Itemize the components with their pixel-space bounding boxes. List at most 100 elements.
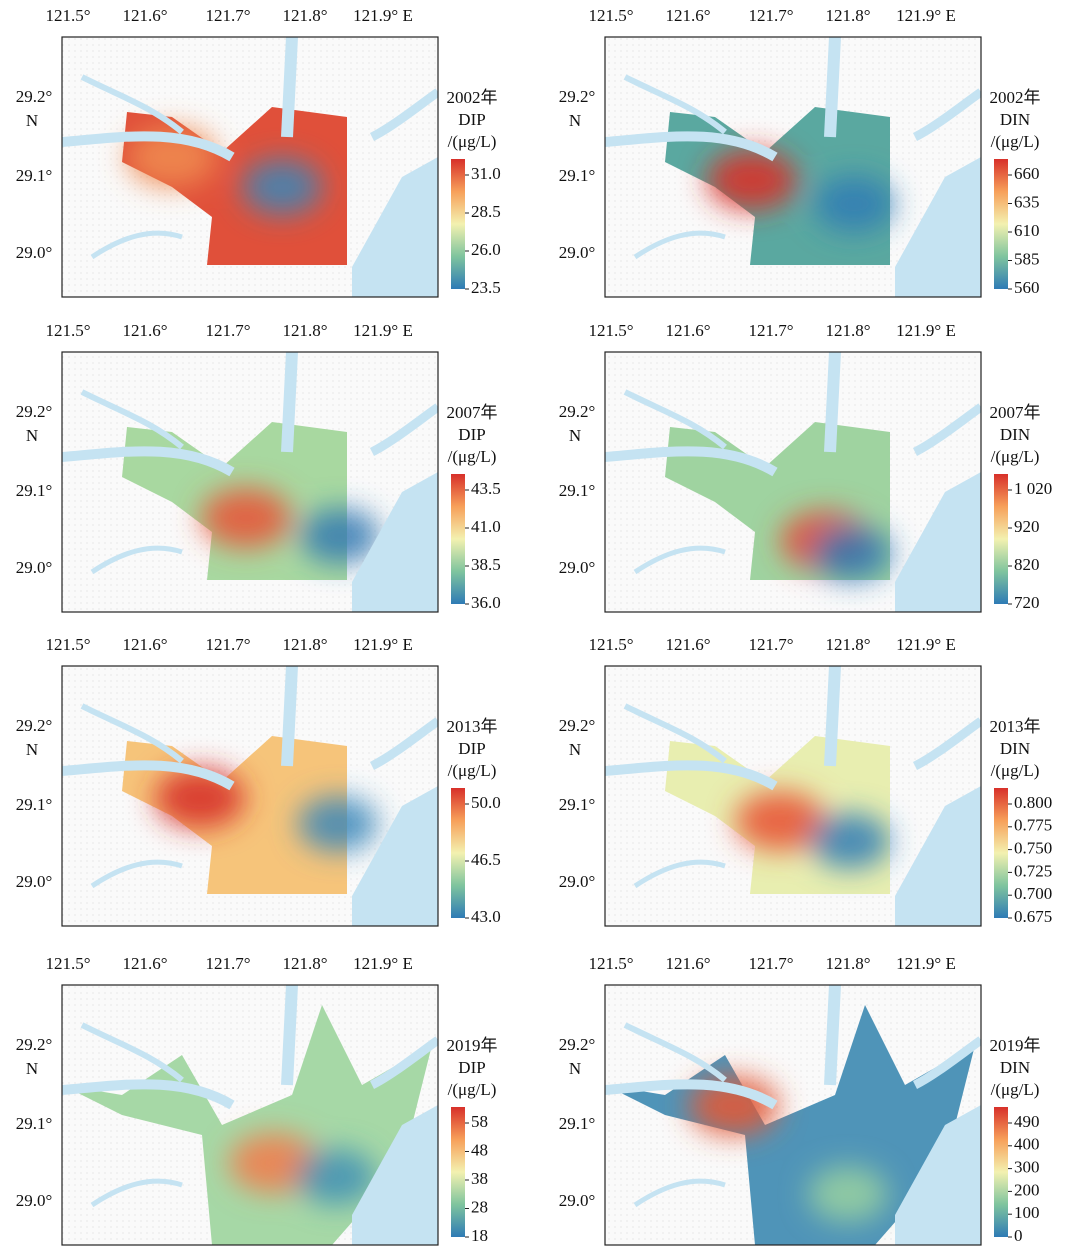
colorbar-label: 0.750	[1014, 839, 1052, 858]
contours	[781, 511, 892, 581]
longitude-label: 121.5°	[588, 954, 633, 973]
legend-variable: DIN	[1000, 739, 1030, 758]
latitude-label: 29.0°	[559, 243, 596, 262]
colorbar-label: 660	[1014, 164, 1040, 183]
map-frame	[61, 36, 439, 298]
colorbar-label: 18	[471, 1226, 488, 1245]
longitude-label: 121.9° E	[353, 635, 413, 654]
latitude-label: 29.0°	[559, 872, 596, 891]
longitude-label: 121.9° E	[353, 6, 413, 25]
river	[633, 1178, 726, 1208]
latitude-label: 29.0°	[16, 243, 53, 262]
map-frame	[61, 665, 439, 927]
longitude-label: 121.6°	[122, 954, 167, 973]
legend-variable: DIP	[458, 739, 485, 758]
river	[369, 1036, 438, 1090]
river	[912, 88, 981, 142]
legend-variable: DIN	[1000, 110, 1030, 129]
river	[90, 859, 183, 889]
latitude-unit: N	[26, 1059, 38, 1078]
low-zone	[808, 1166, 888, 1222]
river	[912, 403, 981, 457]
colorbar-label: 560	[1014, 278, 1040, 297]
river	[62, 1079, 235, 1110]
colorbar-label: 400	[1014, 1135, 1040, 1154]
sea	[352, 1105, 438, 1245]
longitude-label: 121.7°	[205, 6, 250, 25]
low-zone	[242, 159, 322, 215]
river	[605, 760, 778, 791]
colorbar-label: 100	[1014, 1203, 1040, 1222]
longitude-label: 121.8°	[282, 635, 327, 654]
river	[281, 985, 298, 1086]
latitude-label: 29.2°	[559, 716, 596, 735]
high-zone	[707, 150, 797, 210]
colorbar-label: 1 020	[1014, 479, 1052, 498]
longitude-label: 121.5°	[45, 321, 90, 340]
colorbar	[994, 159, 1008, 289]
colorbar-label: 38	[471, 1169, 488, 1188]
longitude-label: 121.5°	[588, 635, 633, 654]
colorbar-label: 0	[1014, 1226, 1023, 1245]
longitude-label: 121.8°	[825, 954, 870, 973]
colorbar-label: 720	[1014, 593, 1040, 612]
river	[623, 389, 727, 450]
sea	[895, 157, 981, 297]
latitude-unit: N	[26, 426, 38, 445]
river	[369, 403, 438, 457]
latitude-label: 29.2°	[16, 402, 53, 421]
colorbar-label: 920	[1014, 517, 1040, 536]
colorbar	[451, 788, 465, 918]
colorbar-label: 38.5	[471, 555, 501, 574]
latitude-label: 29.1°	[559, 795, 596, 814]
colorbar-label: 0.775	[1014, 816, 1052, 835]
map-panel: 121.5° 121.6° 121.7° 121.8° 121.9° E 29.2° 29.…	[559, 635, 1052, 927]
map-panel: 121.5° 121.6° 121.7° 121.8° 121.9° E 29.2° 29.…	[16, 954, 498, 1246]
longitude-label: 121.5°	[45, 635, 90, 654]
map-body	[62, 985, 438, 1245]
legend-unit: /(μg/L)	[448, 447, 497, 466]
longitude-label: 121.6°	[665, 6, 710, 25]
river	[281, 37, 298, 138]
latitude-unit: N	[569, 740, 581, 759]
colorbar-label: 610	[1014, 221, 1040, 240]
river	[90, 1178, 183, 1208]
river	[605, 1079, 778, 1110]
map-panel: 121.5° 121.6° 121.7° 121.8° 121.9° E 29.2° 29.…	[559, 321, 1052, 613]
contours	[735, 791, 890, 869]
legend-variable: DIN	[1000, 1058, 1030, 1077]
longitude-label: 121.6°	[122, 635, 167, 654]
colorbar-label: 50.0	[471, 793, 501, 812]
low-zone	[300, 508, 380, 564]
longitude-label: 121.9° E	[896, 6, 956, 25]
latitude-label: 29.2°	[16, 87, 53, 106]
colorbar-label: 28.5	[471, 202, 501, 221]
river	[824, 985, 841, 1086]
colorbar-label: 58	[471, 1112, 488, 1131]
river	[62, 131, 235, 162]
latitude-label: 29.1°	[16, 481, 53, 500]
contours	[229, 1133, 376, 1205]
map-frame	[61, 351, 439, 613]
latitude-label: 29.1°	[16, 795, 53, 814]
map-frame	[604, 665, 982, 927]
river	[90, 545, 183, 575]
legend-unit: /(μg/L)	[448, 132, 497, 151]
map-body	[62, 37, 438, 297]
latitude-label: 29.1°	[16, 166, 53, 185]
river	[633, 859, 726, 889]
longitude-label: 121.7°	[748, 321, 793, 340]
river	[623, 74, 727, 135]
sea	[352, 157, 438, 297]
colorbar-label: 41.0	[471, 517, 501, 536]
map-body	[605, 37, 981, 297]
river	[80, 389, 184, 450]
colorbar-label: 0.700	[1014, 884, 1052, 903]
legend-variable: DIP	[458, 425, 485, 444]
colorbar-label: 820	[1014, 555, 1040, 574]
river	[62, 446, 235, 477]
colorbar-label: 0.725	[1014, 861, 1052, 880]
legend-unit: /(μg/L)	[991, 1080, 1040, 1099]
map-frame	[61, 984, 439, 1246]
longitude-label: 121.5°	[45, 6, 90, 25]
